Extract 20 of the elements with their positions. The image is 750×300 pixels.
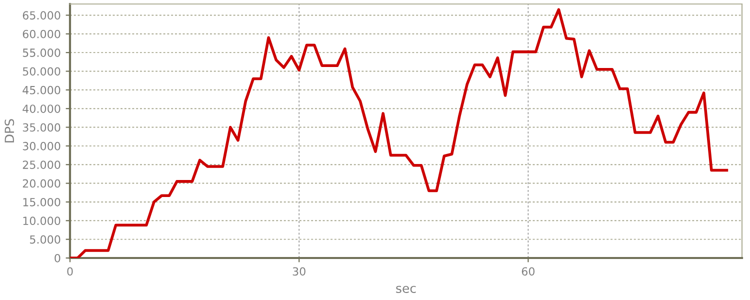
x-tick-label: 60 <box>522 267 535 276</box>
x-tick-label: 0 <box>67 267 73 276</box>
y-tick-label: 10.000 <box>23 216 60 226</box>
y-tick-label: 20.000 <box>22 179 60 188</box>
y-tick-label: 30.000 <box>22 142 60 150</box>
y-tick-label: 5.000 <box>30 235 60 244</box>
y-tick-label: 55.000 <box>22 48 60 57</box>
y-tick-label: 25.000 <box>22 160 60 169</box>
y-tick-label: 65.000 <box>22 11 60 20</box>
y-tick-label: 0 <box>54 254 60 262</box>
y-tick-label: 45.000 <box>22 86 60 94</box>
x-tick-label: 30 <box>292 267 306 276</box>
line-series <box>70 8 728 258</box>
y-tick-label: 35.000 <box>22 123 60 132</box>
y-axis-title: DPS <box>4 119 14 142</box>
x-axis-title: sec <box>396 286 416 294</box>
y-tick-label: 40.000 <box>22 104 60 113</box>
y-tick-label: 60.000 <box>22 30 60 38</box>
y-tick-label: 15.000 <box>23 198 60 206</box>
y-tick-label: 50.000 <box>22 67 60 76</box>
